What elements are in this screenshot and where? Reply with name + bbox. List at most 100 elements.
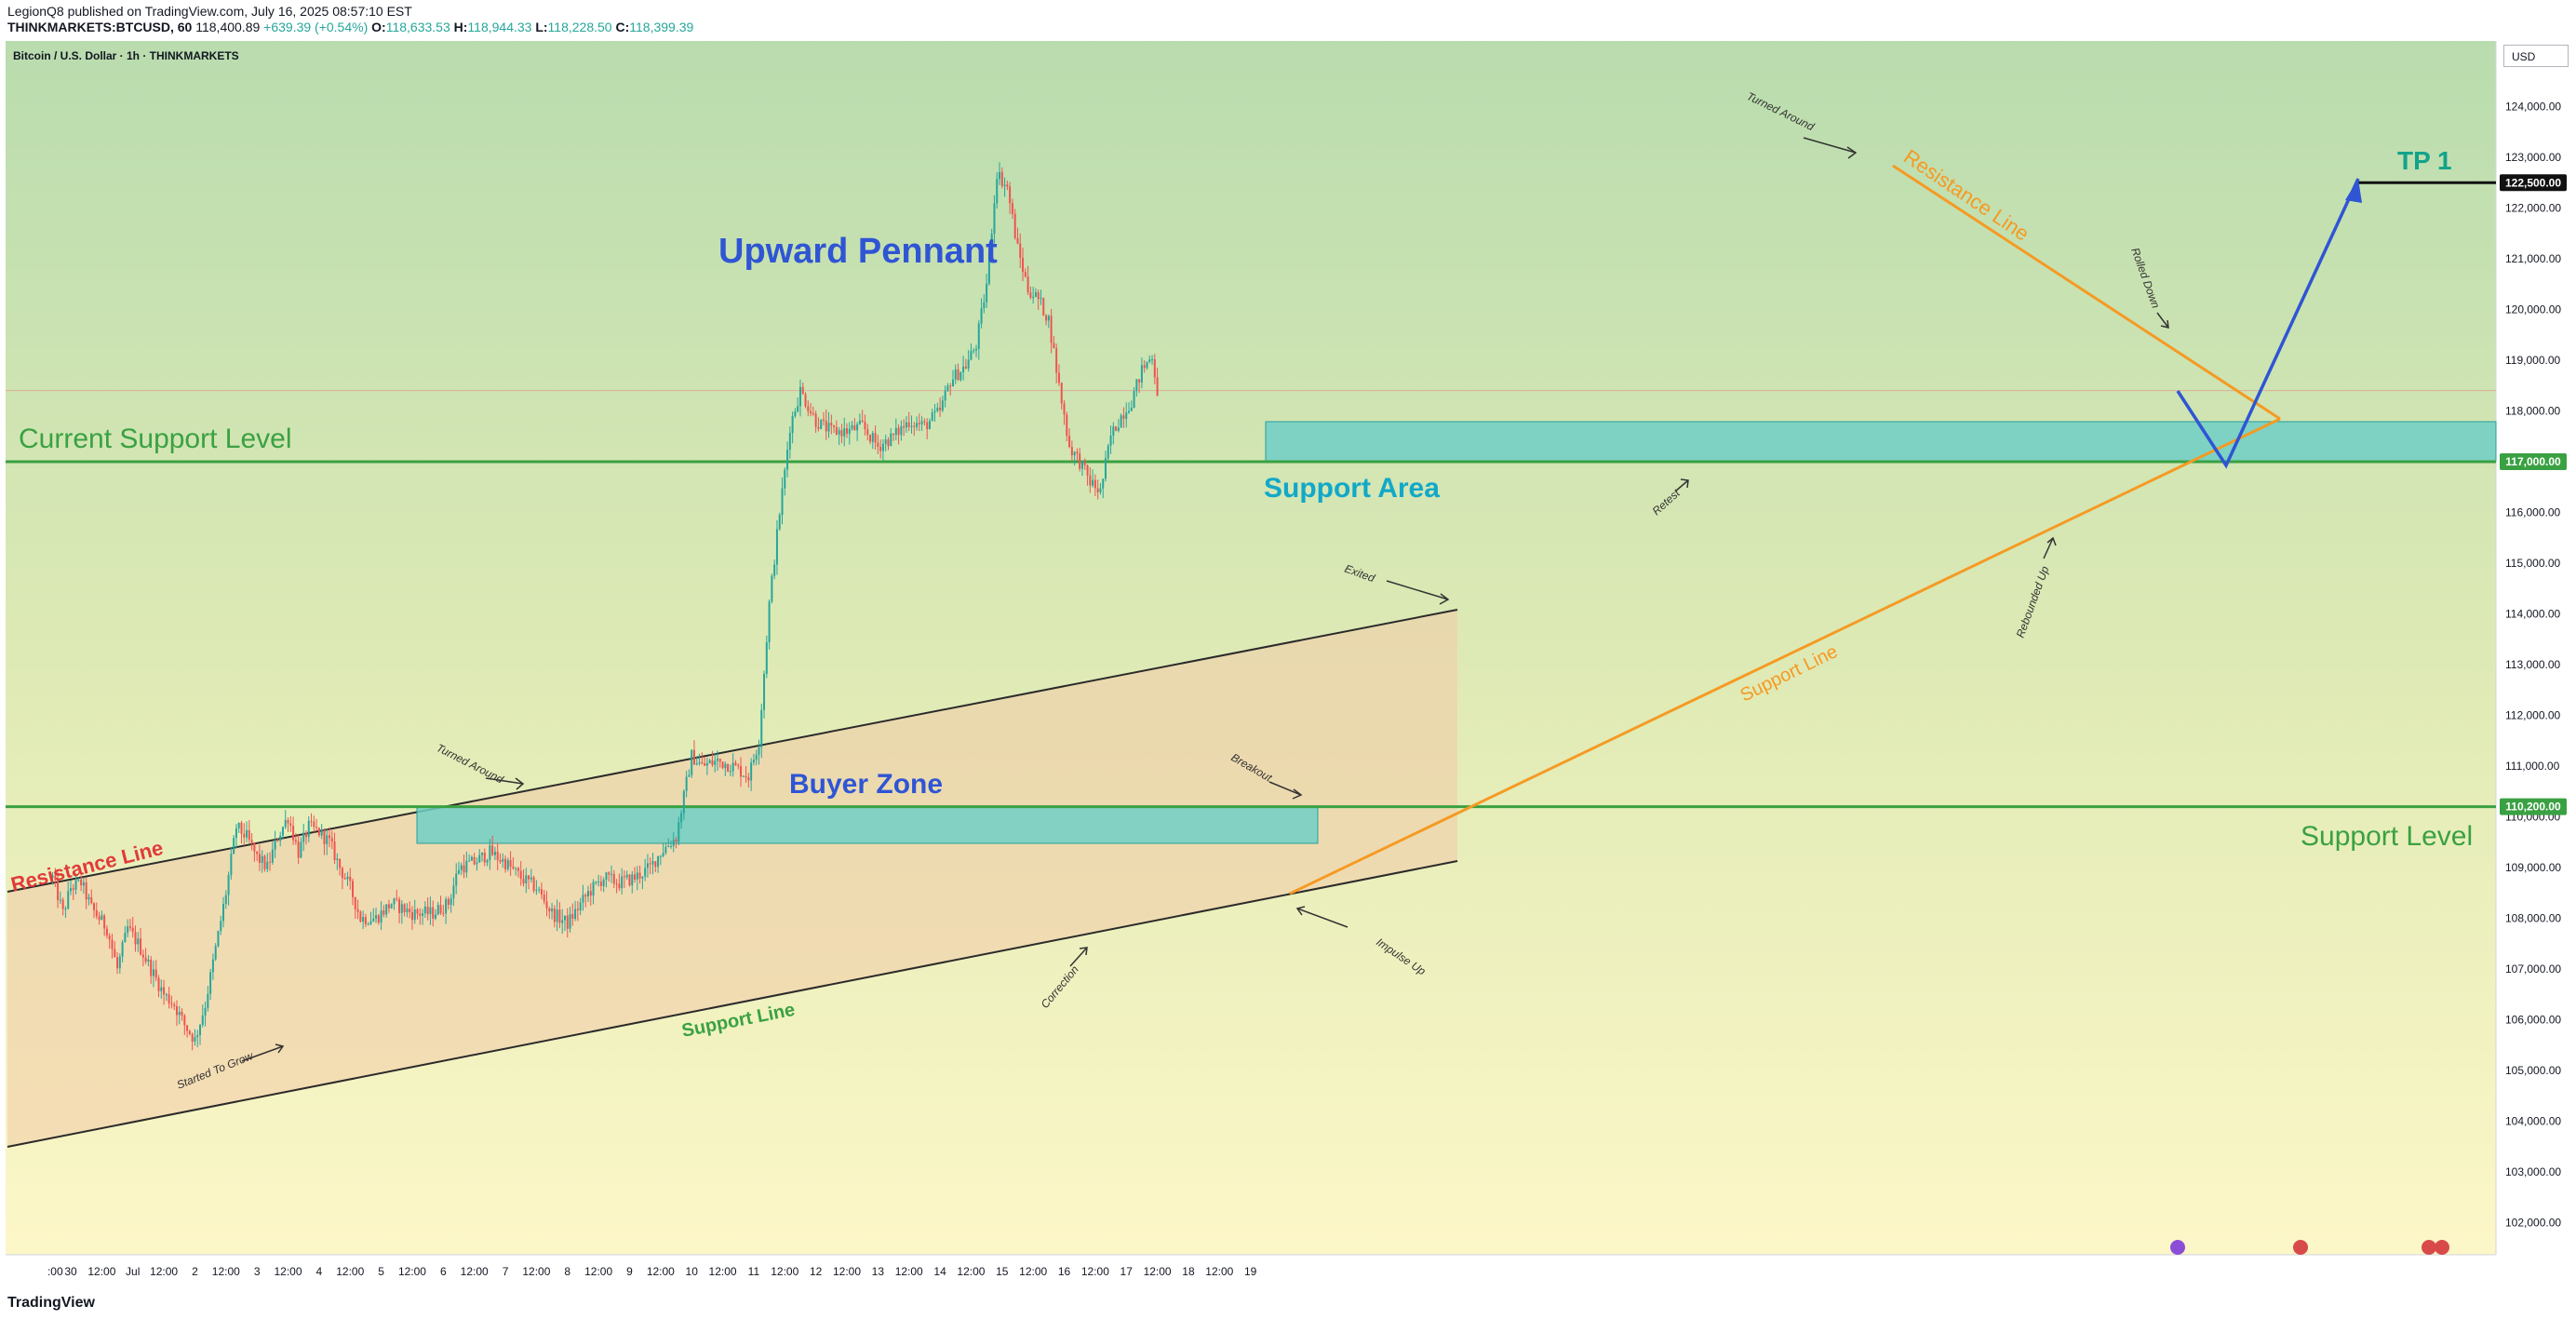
candle-body <box>489 845 491 861</box>
candle-body <box>483 852 486 863</box>
price-chart[interactable]: Bitcoin / U.S. Dollar · 1h · THINKMARKET… <box>0 37 2576 1289</box>
candle-body <box>608 872 610 875</box>
candle-body <box>900 425 903 436</box>
candle-body <box>532 877 535 892</box>
arrow-rebounded-up <box>2043 536 2057 559</box>
candle-body <box>946 385 949 391</box>
buyer-zone-box <box>416 805 1319 844</box>
candle-body <box>439 905 442 914</box>
candle-body <box>986 283 988 303</box>
candle-body <box>649 863 651 865</box>
candle-body <box>962 366 965 372</box>
y-tick-label: 121,000.00 <box>2505 252 2561 265</box>
candle-body <box>116 957 119 969</box>
candle-body <box>253 842 256 852</box>
candle-body <box>413 909 416 921</box>
candle-body <box>742 775 745 777</box>
candle-body <box>160 987 163 991</box>
candle-body <box>67 891 70 909</box>
x-tick-label: 12:00 <box>522 1265 550 1278</box>
x-tick-label: 16 <box>1058 1265 1071 1278</box>
candle-body <box>993 203 996 235</box>
candle-body <box>1022 258 1025 273</box>
x-tick-label: 12:00 <box>212 1265 240 1278</box>
candle-body <box>346 876 349 880</box>
event-icon[interactable] <box>2170 1240 2185 1255</box>
x-tick-label: 5 <box>378 1265 384 1278</box>
candle-body <box>551 908 554 912</box>
candle-body <box>434 914 436 919</box>
candle-body <box>973 350 975 352</box>
candle-body <box>851 424 853 429</box>
y-tick-label: 123,000.00 <box>2505 151 2561 164</box>
candle-body <box>449 898 452 906</box>
candle-body <box>530 877 532 880</box>
candle-body <box>491 845 494 855</box>
candle-body <box>512 866 515 868</box>
us-flag-icon[interactable] <box>2435 1240 2449 1255</box>
candle-body <box>714 760 717 765</box>
y-tick-label: 112,000.00 <box>2505 709 2560 722</box>
candle-body <box>85 882 87 900</box>
candle-body <box>209 972 212 994</box>
candle-body <box>186 1025 189 1031</box>
candle-body <box>556 909 558 922</box>
price-tag-label: 110,200.00 <box>2505 801 2561 814</box>
candle-body <box>773 564 776 576</box>
candle-body <box>631 874 634 886</box>
candle-body <box>416 909 419 914</box>
open-value: 118,633.53 <box>385 20 450 34</box>
candle-body <box>1133 391 1135 408</box>
candle-body <box>59 899 61 901</box>
candle-body <box>692 749 695 765</box>
candle-body <box>375 915 378 919</box>
candle-body <box>111 939 114 949</box>
candle-body <box>678 822 680 842</box>
x-tick-label: 12 <box>810 1265 823 1278</box>
candle-body <box>235 828 237 839</box>
currency-button[interactable]: USD <box>2503 45 2569 67</box>
candle-body <box>382 910 385 915</box>
candle-body <box>957 369 959 381</box>
candle-body <box>343 878 346 880</box>
candle-body <box>538 889 541 891</box>
candle-body <box>175 1006 178 1016</box>
arrow-started-to-grow <box>241 1043 285 1062</box>
x-tick-label: 13 <box>872 1265 885 1278</box>
price-tag-bg <box>2500 798 2567 815</box>
candle-body <box>528 875 530 880</box>
candle-body <box>848 428 851 435</box>
candle-body <box>1092 479 1094 486</box>
candle-body <box>127 926 129 934</box>
candle-body <box>87 896 90 900</box>
candle-body <box>140 938 142 955</box>
candle-body <box>80 879 83 886</box>
ascending-channel <box>7 610 1457 1147</box>
candle-body <box>287 820 289 824</box>
candle-body <box>1117 427 1120 431</box>
candle-body <box>504 858 507 869</box>
candle-body <box>680 813 683 823</box>
candle-body <box>731 762 734 772</box>
candle-body <box>1000 171 1003 186</box>
y-tick-label: 104,000.00 <box>2505 1115 2561 1128</box>
candle-body <box>1143 365 1146 369</box>
candle-body <box>423 906 426 914</box>
y-tick-label: 120,000.00 <box>2505 303 2561 316</box>
us-flag-icon[interactable] <box>2422 1240 2436 1255</box>
tradingview-logo[interactable]: TradingView <box>7 1295 95 1311</box>
candle-body <box>662 853 664 856</box>
candle-body <box>356 908 359 912</box>
us-flag-icon[interactable] <box>2293 1240 2308 1255</box>
x-tick-label: 12:00 <box>1205 1265 1233 1278</box>
candle-body <box>419 913 422 916</box>
x-tick-label: Jul <box>126 1265 140 1278</box>
candle-body <box>1076 451 1079 454</box>
arrow-rolled-down <box>2156 312 2169 329</box>
candle-body <box>698 761 701 764</box>
support-level-label: Support Level <box>2301 821 2473 852</box>
candle-body <box>250 840 253 843</box>
arrow-exited <box>1386 580 1450 605</box>
candle-body <box>131 927 134 933</box>
arrow-correction <box>1069 947 1088 967</box>
